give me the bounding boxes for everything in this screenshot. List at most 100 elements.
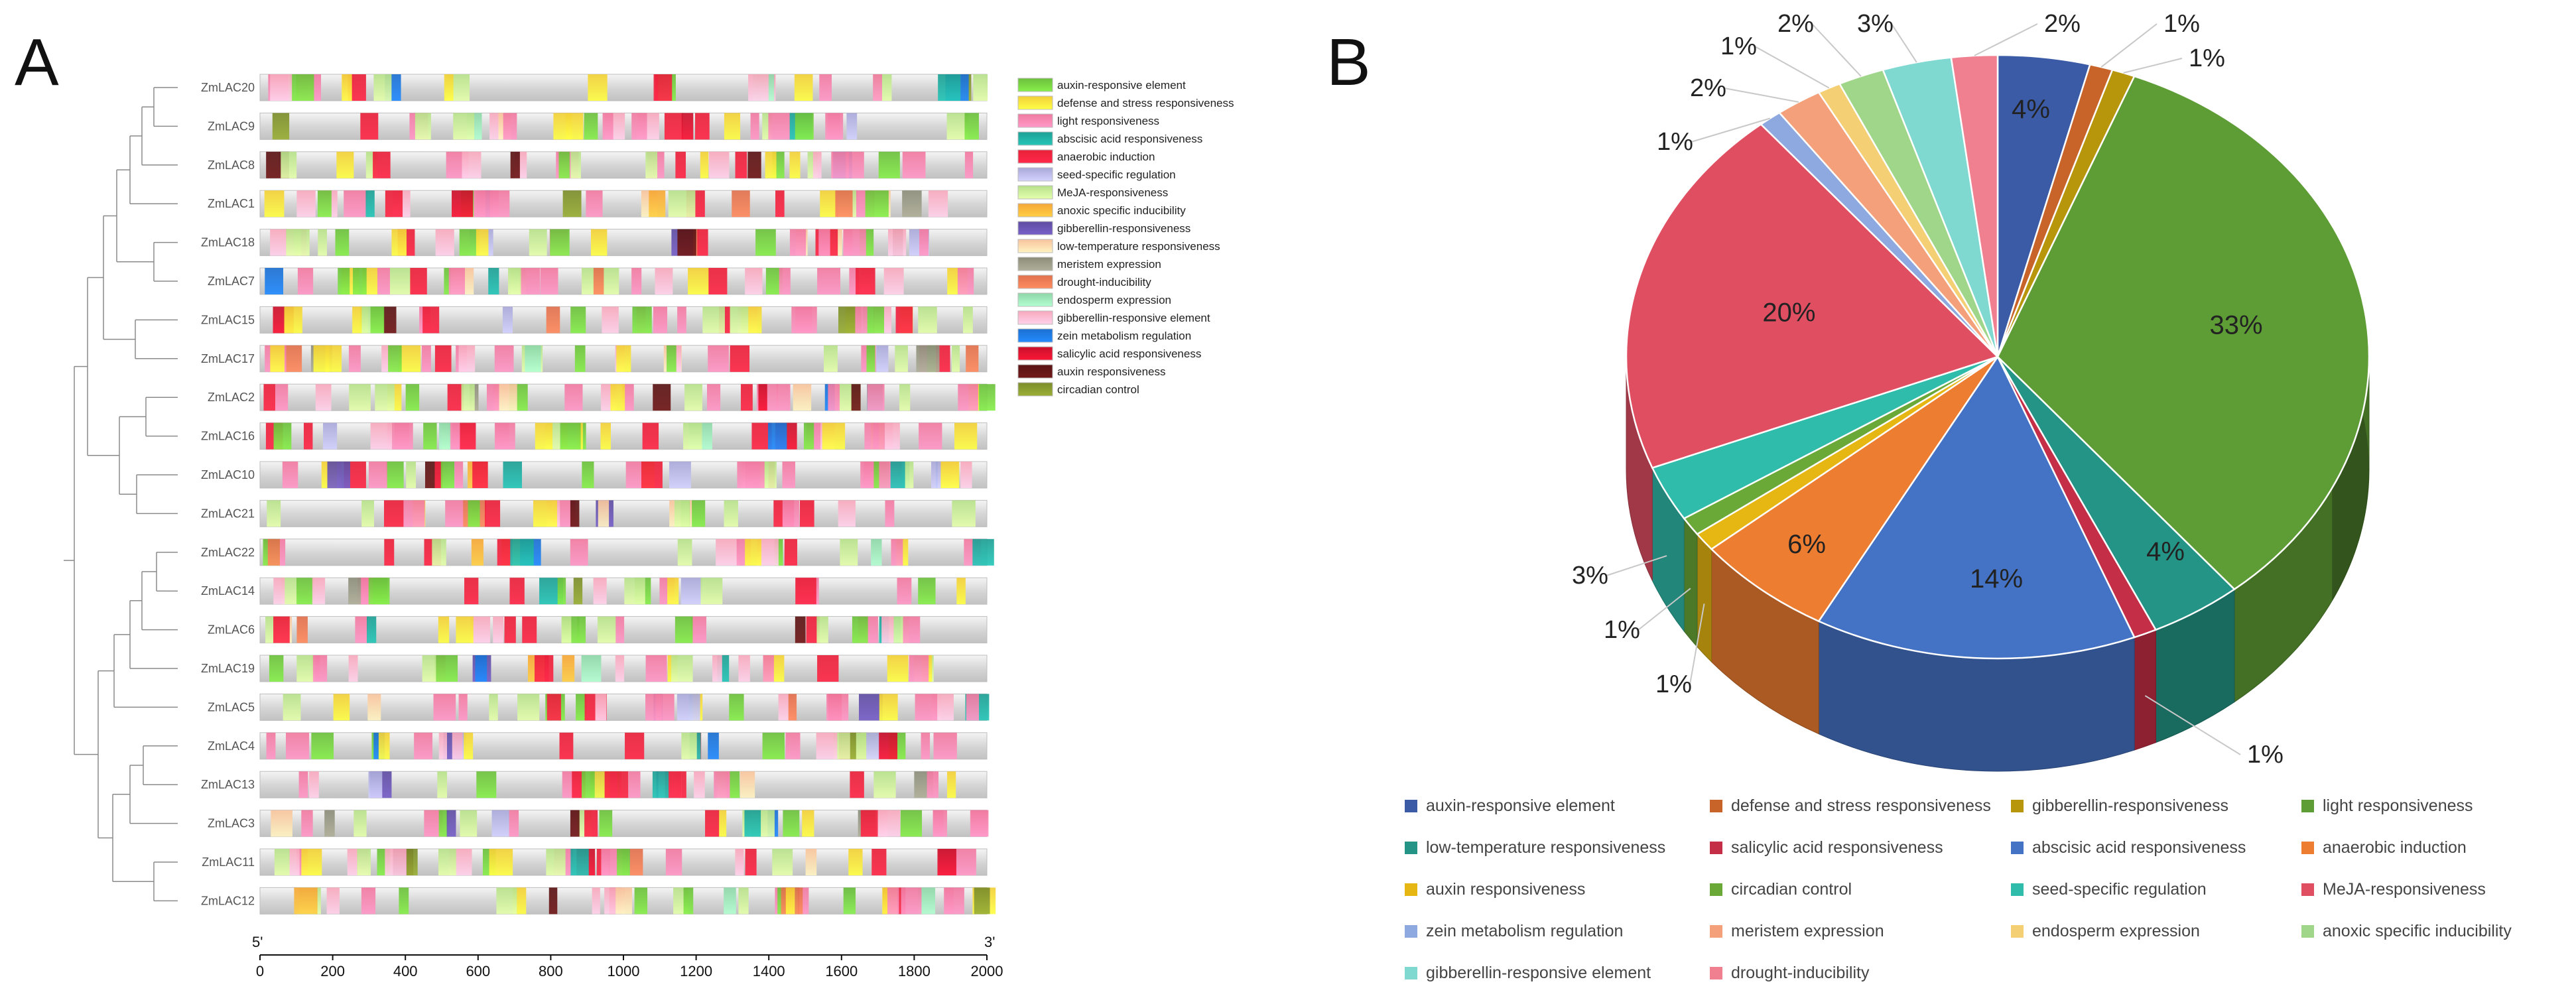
element-mark: [373, 151, 391, 178]
element-mark: [705, 810, 720, 837]
element-mark: [794, 74, 813, 101]
element-mark: [973, 74, 988, 101]
element-mark: [905, 462, 914, 488]
gene-label: ZmLAC4: [208, 739, 255, 753]
pie-data-label: 33%: [2209, 311, 2262, 340]
element-mark: [353, 268, 367, 294]
legend-label: meristem expression: [1057, 258, 1161, 271]
element-mark: [649, 190, 666, 218]
element-mark: [624, 578, 645, 605]
element-mark: [878, 810, 888, 837]
element-mark: [570, 306, 586, 334]
legend-swatch: [1017, 382, 1053, 397]
element-mark: [384, 538, 395, 566]
legend-swatch: [1017, 78, 1053, 92]
element-mark: [265, 268, 284, 294]
element-mark: [338, 268, 350, 294]
element-mark: [581, 655, 602, 682]
legend-swatch: [1017, 310, 1053, 325]
legend-swatch: [1405, 925, 1417, 938]
element-mark: [766, 538, 779, 566]
element-mark: [440, 462, 455, 488]
element-mark: [621, 384, 634, 411]
element-mark: [789, 229, 806, 256]
element-mark: [718, 810, 727, 837]
element-mark: [700, 151, 709, 178]
element-mark: [625, 732, 645, 759]
legend-label: defense and stress responsiveness: [1057, 97, 1234, 109]
element-mark: [819, 74, 832, 101]
element-mark: [274, 849, 290, 875]
element-mark: [308, 771, 319, 798]
element-mark: [335, 229, 350, 256]
element-mark: [452, 462, 464, 488]
pie-data-label: 3%: [1572, 562, 1608, 590]
element-mark: [352, 306, 362, 334]
element-mark: [903, 616, 921, 643]
element-mark: [957, 268, 974, 294]
element-mark: [927, 771, 939, 798]
element-mark: [843, 887, 856, 914]
element-mark: [730, 306, 749, 334]
element-mark: [782, 462, 796, 488]
element-mark: [762, 732, 785, 759]
element-mark: [355, 616, 368, 643]
element-mark: [284, 306, 302, 334]
element-mark: [438, 616, 450, 643]
element-mark: [507, 268, 521, 294]
element-mark: [604, 771, 629, 798]
element-mark: [357, 849, 371, 875]
legend-swatch: [2011, 800, 2024, 812]
element-mark: [683, 422, 702, 450]
element-mark: [446, 810, 456, 837]
pie-data-label: 1%: [1655, 670, 1692, 698]
element-mark: [895, 306, 913, 334]
element-mark: [928, 190, 948, 218]
element-mark: [535, 422, 553, 450]
element-mark: [388, 345, 402, 372]
legend-label: abscisic acid responsiveness: [2032, 838, 2246, 857]
element-mark: [296, 578, 314, 605]
element-mark: [570, 500, 580, 527]
element-mark: [271, 810, 292, 837]
element-mark: [634, 887, 648, 914]
element-mark: [438, 810, 448, 837]
element-mark: [937, 849, 956, 875]
element-mark: [964, 113, 979, 140]
element-mark: [422, 655, 436, 682]
element-mark: [960, 462, 972, 488]
element-mark: [576, 694, 587, 721]
element-mark: [282, 462, 298, 488]
gene-label: ZmLAC7: [208, 275, 255, 288]
legend-swatch: [1017, 239, 1053, 253]
legend-label: gibberellin-responsive element: [1426, 964, 1651, 982]
element-mark: [323, 422, 338, 450]
axis-tick-label: 600: [466, 963, 490, 979]
element-mark: [695, 113, 710, 140]
element-mark: [764, 384, 779, 411]
element-mark: [570, 151, 581, 178]
element-mark: [740, 771, 755, 798]
gene-label: ZmLAC10: [201, 468, 255, 481]
element-mark: [504, 616, 516, 643]
element-mark: [665, 849, 682, 875]
element-mark: [378, 732, 390, 759]
gene-label: ZmLAC20: [201, 81, 255, 94]
element-mark: [324, 810, 335, 837]
legend-label: anoxic specific inducibility: [1057, 204, 1186, 217]
legend-label: meristem expression: [1731, 922, 1884, 940]
element-mark: [267, 538, 280, 566]
element-mark: [812, 151, 822, 178]
element-mark: [489, 849, 513, 875]
pie-data-label: 2%: [2044, 10, 2081, 38]
element-mark: [602, 306, 619, 334]
element-mark: [694, 771, 705, 798]
element-mark: [354, 810, 367, 837]
element-mark: [674, 500, 690, 527]
element-mark: [931, 462, 941, 488]
element-mark: [497, 538, 513, 566]
element-mark: [570, 849, 589, 875]
element-mark: [816, 732, 838, 759]
element-mark: [677, 229, 696, 256]
axis-tick-label: 1400: [753, 963, 785, 979]
